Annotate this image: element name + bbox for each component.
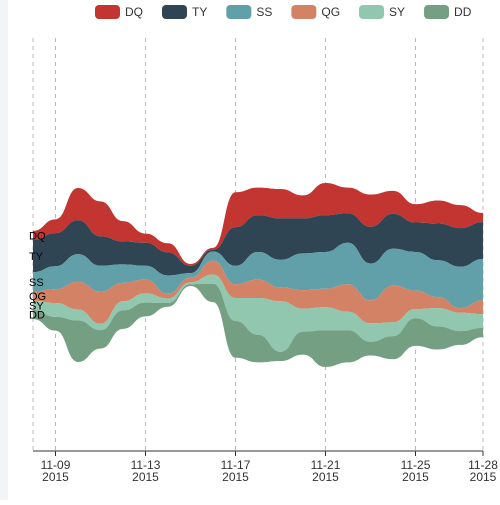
x-tick-label: 11-28 2015 [468, 458, 498, 484]
series-label-sy: SY [29, 300, 44, 312]
legend-label: DD [454, 5, 472, 19]
stream-dd[interactable] [33, 283, 483, 367]
left-panel-edge [0, 0, 8, 500]
legend-label: DQ [125, 5, 143, 19]
stream-qg[interactable] [33, 260, 483, 324]
grid-lines [32, 38, 484, 451]
series-label-ty: TY [29, 251, 44, 263]
series-label-qg: QG [29, 291, 46, 303]
legend-label: TY [192, 5, 207, 19]
stream-ss[interactable] [33, 242, 483, 309]
stream-layers [33, 183, 483, 367]
x-tick-label: 11-09 2015 [41, 458, 71, 484]
legend-label: SY [389, 5, 405, 19]
x-axis: 11-09 2015 11-13 2015 11-17 2015 11-21 2015 11-2… [33, 450, 498, 484]
legend-swatch [226, 5, 252, 19]
legend-item-ss[interactable]: SS [226, 5, 272, 19]
stream-dq[interactable] [33, 183, 483, 266]
stream-sy[interactable] [33, 274, 483, 352]
legend-swatch [359, 5, 385, 19]
legend: DQ TY SS QG SY DD [95, 5, 472, 19]
x-tick-label: 11-17 2015 [221, 458, 251, 484]
legend-item-ty[interactable]: TY [162, 5, 207, 19]
legend-item-dd[interactable]: DD [424, 5, 472, 19]
series-label-dd: DD [29, 310, 45, 322]
legend-label: QG [321, 5, 340, 19]
x-tick-label: 11-25 2015 [401, 458, 431, 484]
series-label-dq: DQ [29, 230, 46, 242]
series-label-ss: SS [29, 277, 44, 289]
legend-item-sy[interactable]: SY [359, 5, 405, 19]
legend-swatch [424, 5, 450, 19]
legend-swatch [162, 5, 187, 19]
legend-swatch [291, 5, 317, 19]
legend-swatch [95, 5, 120, 19]
legend-label: SS [256, 5, 272, 19]
x-tick-label: 11-13 2015 [131, 458, 161, 484]
legend-item-dq[interactable]: DQ [95, 5, 143, 19]
legend-item-qg[interactable]: QG [291, 5, 340, 19]
stream-ty[interactable] [33, 213, 483, 276]
x-tick-label: 11-21 2015 [311, 458, 341, 484]
